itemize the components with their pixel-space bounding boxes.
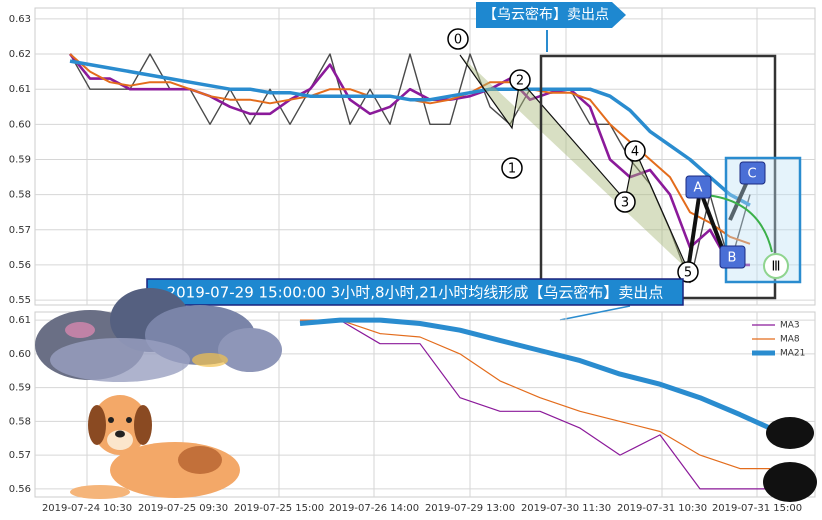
x-tick-label: 2019-07-31 15:00 xyxy=(712,503,802,514)
y-tick-label: 0.58 xyxy=(9,190,31,201)
point-label: Ⅲ xyxy=(772,260,781,275)
point-marker xyxy=(447,28,469,50)
top-panel xyxy=(34,7,816,306)
y-tick-label: 0.57 xyxy=(9,450,31,461)
y-tick-label: 0.62 xyxy=(9,49,31,60)
y-tick-label: 0.59 xyxy=(9,383,31,394)
pattern-annotation: 0 1 2 3 4 5 A B C Ⅲ 【乌云密布】卖出点 2019-07-29… xyxy=(146,2,802,321)
point-label: 3 xyxy=(621,196,629,211)
x-tick-label: 2019-07-29 13:00 xyxy=(425,503,515,514)
y-tick-label: 0.60 xyxy=(9,349,31,360)
y-tick-label: 0.59 xyxy=(9,154,31,165)
point-label: B xyxy=(728,251,737,266)
pattern-zigzag xyxy=(459,54,689,271)
point-label: 1 xyxy=(508,162,516,177)
y-tick-label: 0.55 xyxy=(9,295,31,306)
x-tick-label: 2019-07-25 09:30 xyxy=(138,503,228,514)
legend-label: MA21 xyxy=(780,349,805,359)
arrow xyxy=(559,305,631,321)
x-tick-label: 2019-07-31 10:30 xyxy=(617,503,707,514)
y-tick-label: 0.61 xyxy=(9,84,31,95)
top-lines: 0.55 0.56 0.57 0.58 0.59 0.60 0.61 0.62 0.63 xyxy=(9,8,815,306)
x-tick-label: 2019-07-30 11:30 xyxy=(521,503,611,514)
x-tick-label: 2019-07-25 15:00 xyxy=(234,503,324,514)
point-label: 2 xyxy=(516,74,524,89)
callout-text: 【乌云密布】卖出点 xyxy=(483,6,609,23)
point-label: A xyxy=(694,181,703,196)
point-label: 0 xyxy=(454,33,462,48)
pattern-stroke xyxy=(686,189,702,271)
y-tick-label: 0.61 xyxy=(9,315,31,326)
pattern-shade xyxy=(460,55,688,270)
series-line xyxy=(300,319,770,490)
y-tick-label: 0.60 xyxy=(9,119,31,130)
point-label: 4 xyxy=(631,145,639,160)
point-marker xyxy=(501,157,523,179)
series-line xyxy=(69,59,751,207)
y-tick-label: 0.63 xyxy=(9,14,31,25)
legend-label: MA3 xyxy=(780,321,800,331)
y-tick-label: 0.56 xyxy=(9,484,31,495)
callout-box xyxy=(146,278,684,306)
series-line xyxy=(299,317,772,431)
point-marker xyxy=(739,161,766,185)
point-label: C xyxy=(747,167,756,182)
point-marker xyxy=(677,261,699,283)
dog-illustration xyxy=(70,395,240,499)
storm-cloud xyxy=(763,417,817,502)
y-tick-label: 0.56 xyxy=(9,260,31,271)
illustration xyxy=(35,288,817,502)
y-tick-label: 0.57 xyxy=(9,225,31,236)
x-tick-label: 2019-07-26 14:00 xyxy=(329,503,419,514)
legend-label: MA8 xyxy=(780,335,800,345)
callout-text: 2019-07-29 15:00:00 3小时,8小时,21小时均线形成【乌云密… xyxy=(167,284,664,302)
point-marker xyxy=(614,191,636,213)
series-line xyxy=(68,53,750,267)
callout-box xyxy=(476,2,626,28)
point-label: 5 xyxy=(684,266,692,281)
series-line xyxy=(300,319,770,470)
cloud-illustration xyxy=(35,288,282,382)
point-marker xyxy=(685,175,712,199)
point-marker xyxy=(624,140,646,162)
point-marker xyxy=(763,253,789,279)
y-tick-label: 0.58 xyxy=(9,416,31,427)
point-marker xyxy=(719,245,746,269)
point-marker xyxy=(509,69,531,91)
signal-arrow xyxy=(704,194,773,253)
x-tick-label: 2019-07-24 10:30 xyxy=(42,503,132,514)
